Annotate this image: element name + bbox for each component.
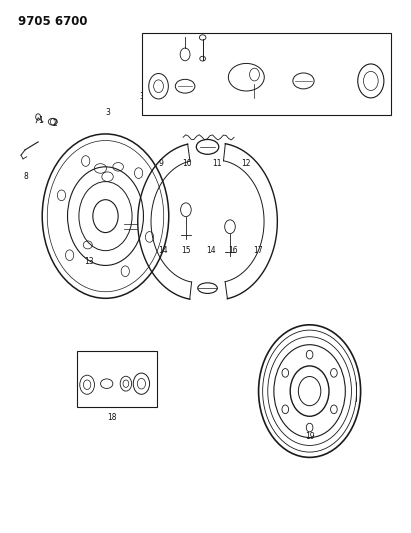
Text: 9705 6700: 9705 6700 — [18, 14, 87, 28]
Text: 5: 5 — [202, 42, 207, 51]
Bar — [142, 33, 391, 115]
Text: 6: 6 — [141, 395, 145, 400]
Bar — [77, 351, 157, 407]
Text: 7: 7 — [177, 107, 181, 113]
Text: 15: 15 — [182, 246, 191, 255]
Text: 14: 14 — [206, 246, 216, 255]
Text: 12: 12 — [242, 159, 251, 167]
Text: 9: 9 — [158, 159, 163, 167]
Text: 6: 6 — [149, 107, 154, 113]
Circle shape — [259, 325, 360, 457]
Text: 3: 3 — [105, 108, 110, 117]
Text: 16: 16 — [229, 246, 238, 255]
Text: 18: 18 — [108, 413, 117, 422]
Text: 10: 10 — [182, 159, 192, 167]
Text: 6: 6 — [263, 107, 268, 113]
Text: 8: 8 — [23, 172, 28, 181]
Text: 2: 2 — [53, 119, 58, 128]
Text: 7: 7 — [96, 387, 100, 392]
Text: 19: 19 — [305, 432, 314, 441]
Text: 1: 1 — [38, 116, 43, 125]
Text: 13: 13 — [84, 257, 94, 265]
Text: 4: 4 — [184, 42, 189, 51]
Text: 7: 7 — [223, 107, 227, 113]
Text: 17: 17 — [253, 246, 263, 255]
Text: 11: 11 — [212, 159, 222, 167]
Text: 3: 3 — [140, 92, 145, 101]
Text: 6: 6 — [82, 387, 86, 392]
Text: 7: 7 — [120, 395, 124, 400]
Circle shape — [42, 134, 169, 298]
Text: 14: 14 — [158, 246, 167, 255]
